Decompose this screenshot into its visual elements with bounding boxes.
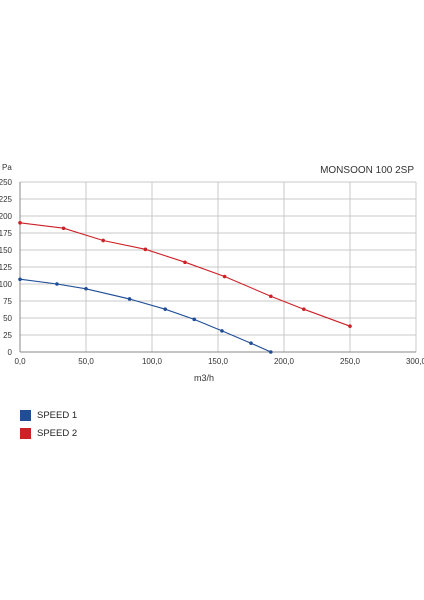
grid [19,181,417,353]
y-tick-label: 175 [0,229,13,238]
y-tick-label: 25 [3,331,12,340]
x-tick-label: 150,0 [208,357,229,366]
x-axis-title: m3/h [194,373,214,383]
chart-title: MONSOON 100 2SP [320,165,414,176]
legend-swatch-speed-1 [20,409,31,421]
data-point-speed-2 [101,238,105,243]
x-tick-label: 50,0 [78,357,94,366]
axis-ticks: 0 25 50 75 100 125 150 175 200 225 250 0,0 50,0 100,0… [0,178,424,366]
data-point-speed-2 [143,247,148,252]
y-tick-label: 225 [0,195,13,204]
y-tick-label: 150 [0,246,13,255]
data-point-speed-2 [61,226,66,231]
y-tick-label: 125 [0,263,13,272]
data-point-speed-1 [220,329,224,333]
y-tick-label: 50 [3,314,12,323]
data-point-speed-2 [18,221,22,225]
legend-swatch-speed-2 [20,427,31,439]
x-tick-label: 100,0 [142,357,163,366]
x-tick-label: 300,0 [406,357,424,366]
x-tick-label: 0,0 [14,357,26,366]
data-point-speed-1 [84,286,88,291]
y-tick-label: 250 [0,178,13,187]
y-tick-label: 100 [0,280,13,289]
legend-label-speed-1: SPEED 1 [37,409,78,421]
data-point-speed-1 [18,277,22,282]
data-point-speed-1 [192,317,197,322]
data-point-speed-1 [249,341,253,345]
data-point-speed-1 [163,307,167,311]
y-axis-title: Pa [2,163,12,172]
legend-item-speed-1: SPEED 1 [20,406,77,424]
data-point-speed-2 [183,260,187,265]
data-point-speed-2 [348,324,352,328]
y-tick-label: 75 [3,297,12,306]
data-point-speed-1 [127,297,132,301]
legend-label-speed-2: SPEED 2 [37,427,78,439]
series-line-speed-2 [19,222,351,327]
legend: SPEED 1 SPEED 2 [20,406,77,442]
data-point-speed-1 [55,282,59,286]
data-point-speed-1 [269,350,273,354]
data-point-speed-2 [222,274,227,279]
y-tick-label: 200 [0,212,13,221]
x-tick-label: 200,0 [274,357,295,366]
legend-item-speed-2: SPEED 2 [20,424,77,442]
data-point-speed-2 [269,294,273,299]
series-line-speed-1 [19,278,272,353]
y-tick-label: 0 [8,348,13,357]
data-point-speed-2 [302,307,306,311]
series [18,221,352,354]
x-tick-label: 250,0 [340,357,361,366]
